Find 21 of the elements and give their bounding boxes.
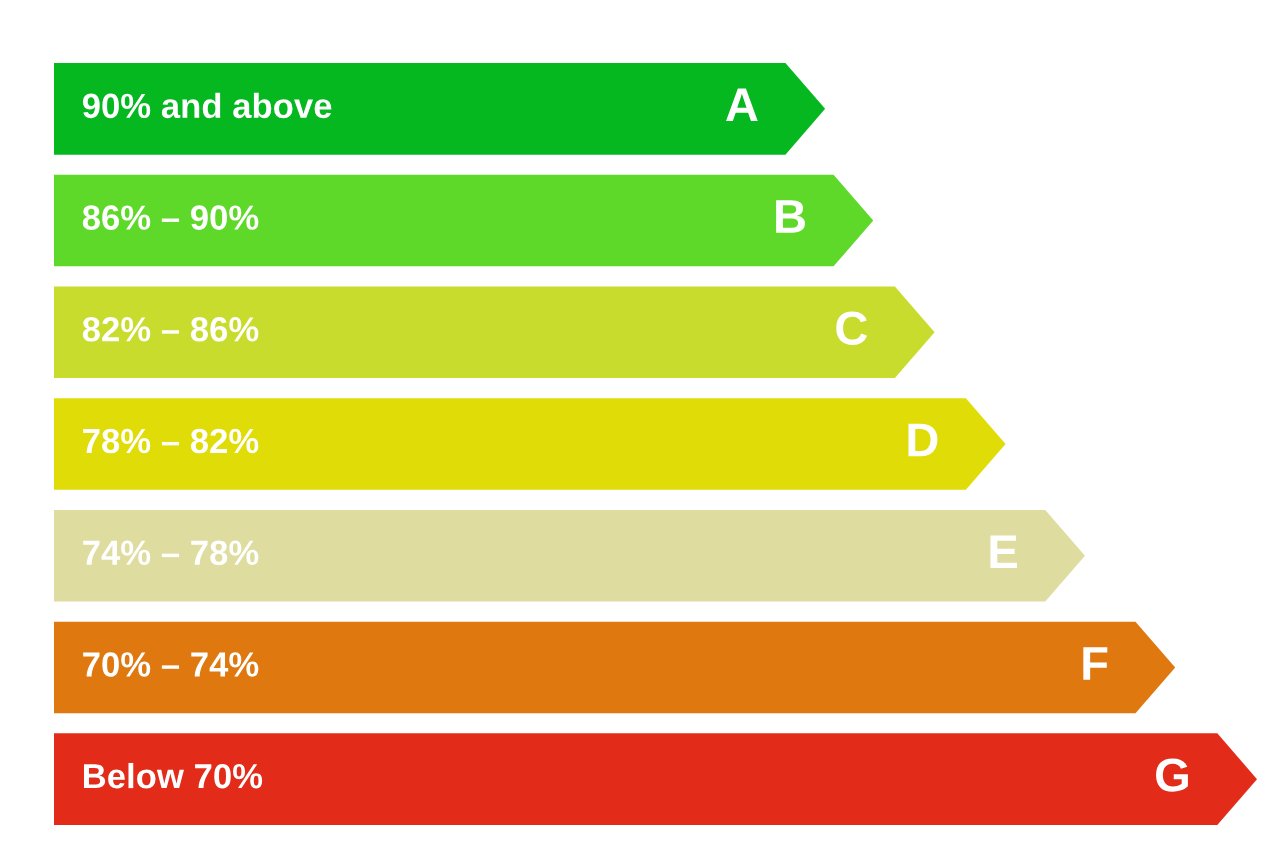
annotation: 78% – 82% (83, 428, 259, 454)
y-tick-label: D (908, 423, 938, 457)
y-tick-label: C (836, 311, 868, 345)
bar (54, 621, 1176, 714)
bar (54, 733, 1257, 825)
bar (54, 509, 1085, 602)
y-tick-label: B (776, 200, 805, 233)
annotation: 74% – 78% (83, 540, 259, 566)
y-tick-label: A (726, 88, 758, 122)
y-tick-label: G (1156, 758, 1188, 792)
y-tick-label: F (1083, 647, 1108, 680)
annotation: 90% and above (82, 92, 332, 119)
annotation: Below 70% (83, 762, 263, 789)
bar (54, 63, 826, 155)
annotation: 86% – 90% (82, 205, 259, 230)
bar (54, 174, 874, 267)
bar (54, 286, 935, 379)
y-tick-label: E (990, 535, 1017, 568)
annotation: 82% – 86% (82, 317, 259, 342)
annotation: 70% – 74% (83, 652, 259, 677)
bar (54, 398, 1006, 490)
